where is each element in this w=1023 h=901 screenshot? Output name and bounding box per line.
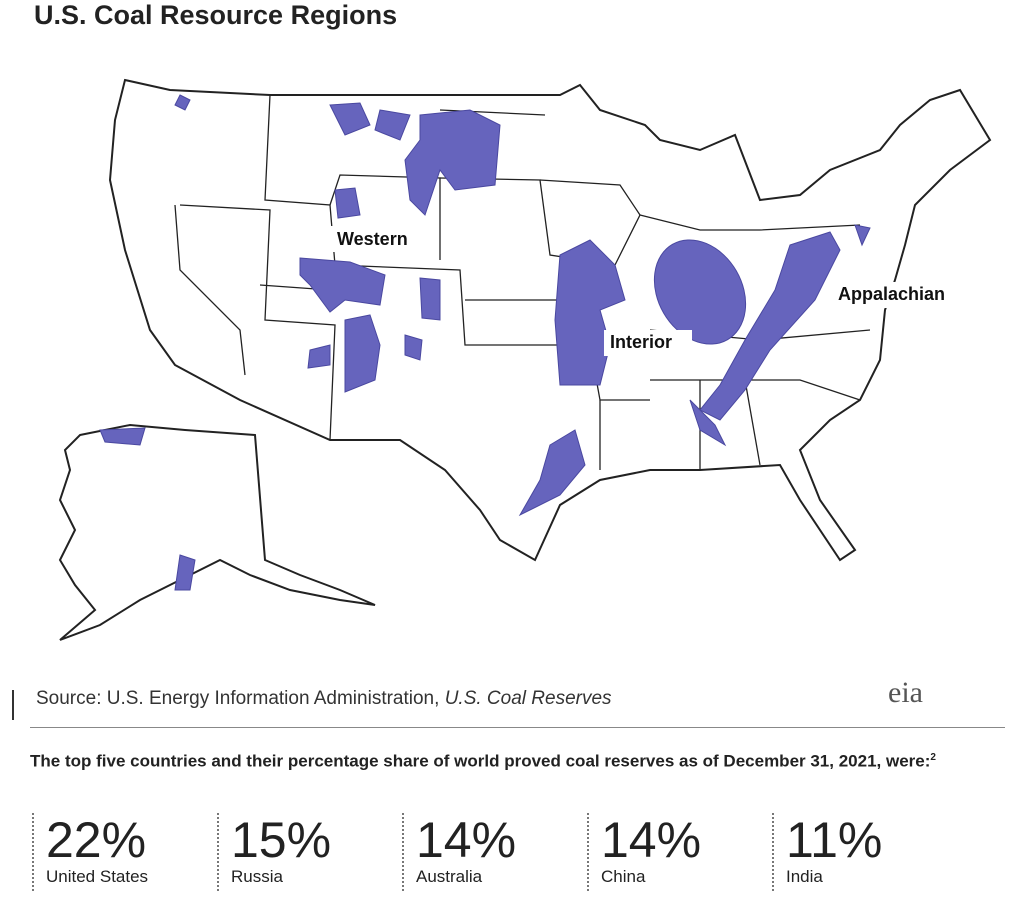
divider [12, 690, 14, 720]
stat: 22% United States [32, 813, 217, 891]
intro: The top five countries and their percent… [30, 746, 1000, 774]
divider [30, 727, 1005, 728]
source: Source: U.S. Energy Information Administ… [36, 688, 612, 710]
stat-label: United States [46, 867, 149, 886]
map-label-boxes [325, 226, 979, 356]
stat: 11% India [772, 813, 957, 891]
stat-label: India [786, 867, 823, 886]
stat-value: 22% [46, 812, 147, 868]
logo: eia [888, 676, 923, 709]
stat-value: 11% [786, 812, 883, 868]
alaska-outline [58, 423, 376, 641]
stat-label: Australia [416, 867, 483, 886]
map-label: Western [337, 229, 408, 249]
stat-label: China [601, 867, 646, 886]
footnote: 2 [930, 752, 936, 763]
stat-label: Russia [231, 867, 283, 886]
source-text: Source: U.S. Energy Information Administ… [36, 688, 440, 709]
stats: 22% United States 15% Russia 14% Australia 14%… [32, 813, 957, 891]
map-label: Appalachian [838, 284, 945, 304]
map-label: Interior [610, 332, 672, 352]
stat-value: 14% [601, 812, 702, 868]
page-title: U.S. Coal Resource Regions [34, 0, 398, 30]
intro-text: The top five countries and their percent… [30, 751, 931, 771]
stat-value: 14% [416, 812, 517, 868]
stat-value: 15% [231, 812, 332, 868]
coal-map: Western Interior Appalachian [58, 78, 992, 641]
stat: 14% Australia [402, 813, 587, 891]
source-title: U.S. Coal Reserves [444, 688, 612, 709]
coal-regions [99, 94, 871, 591]
stat: 14% China [587, 813, 772, 891]
stat: 15% Russia [217, 813, 402, 891]
